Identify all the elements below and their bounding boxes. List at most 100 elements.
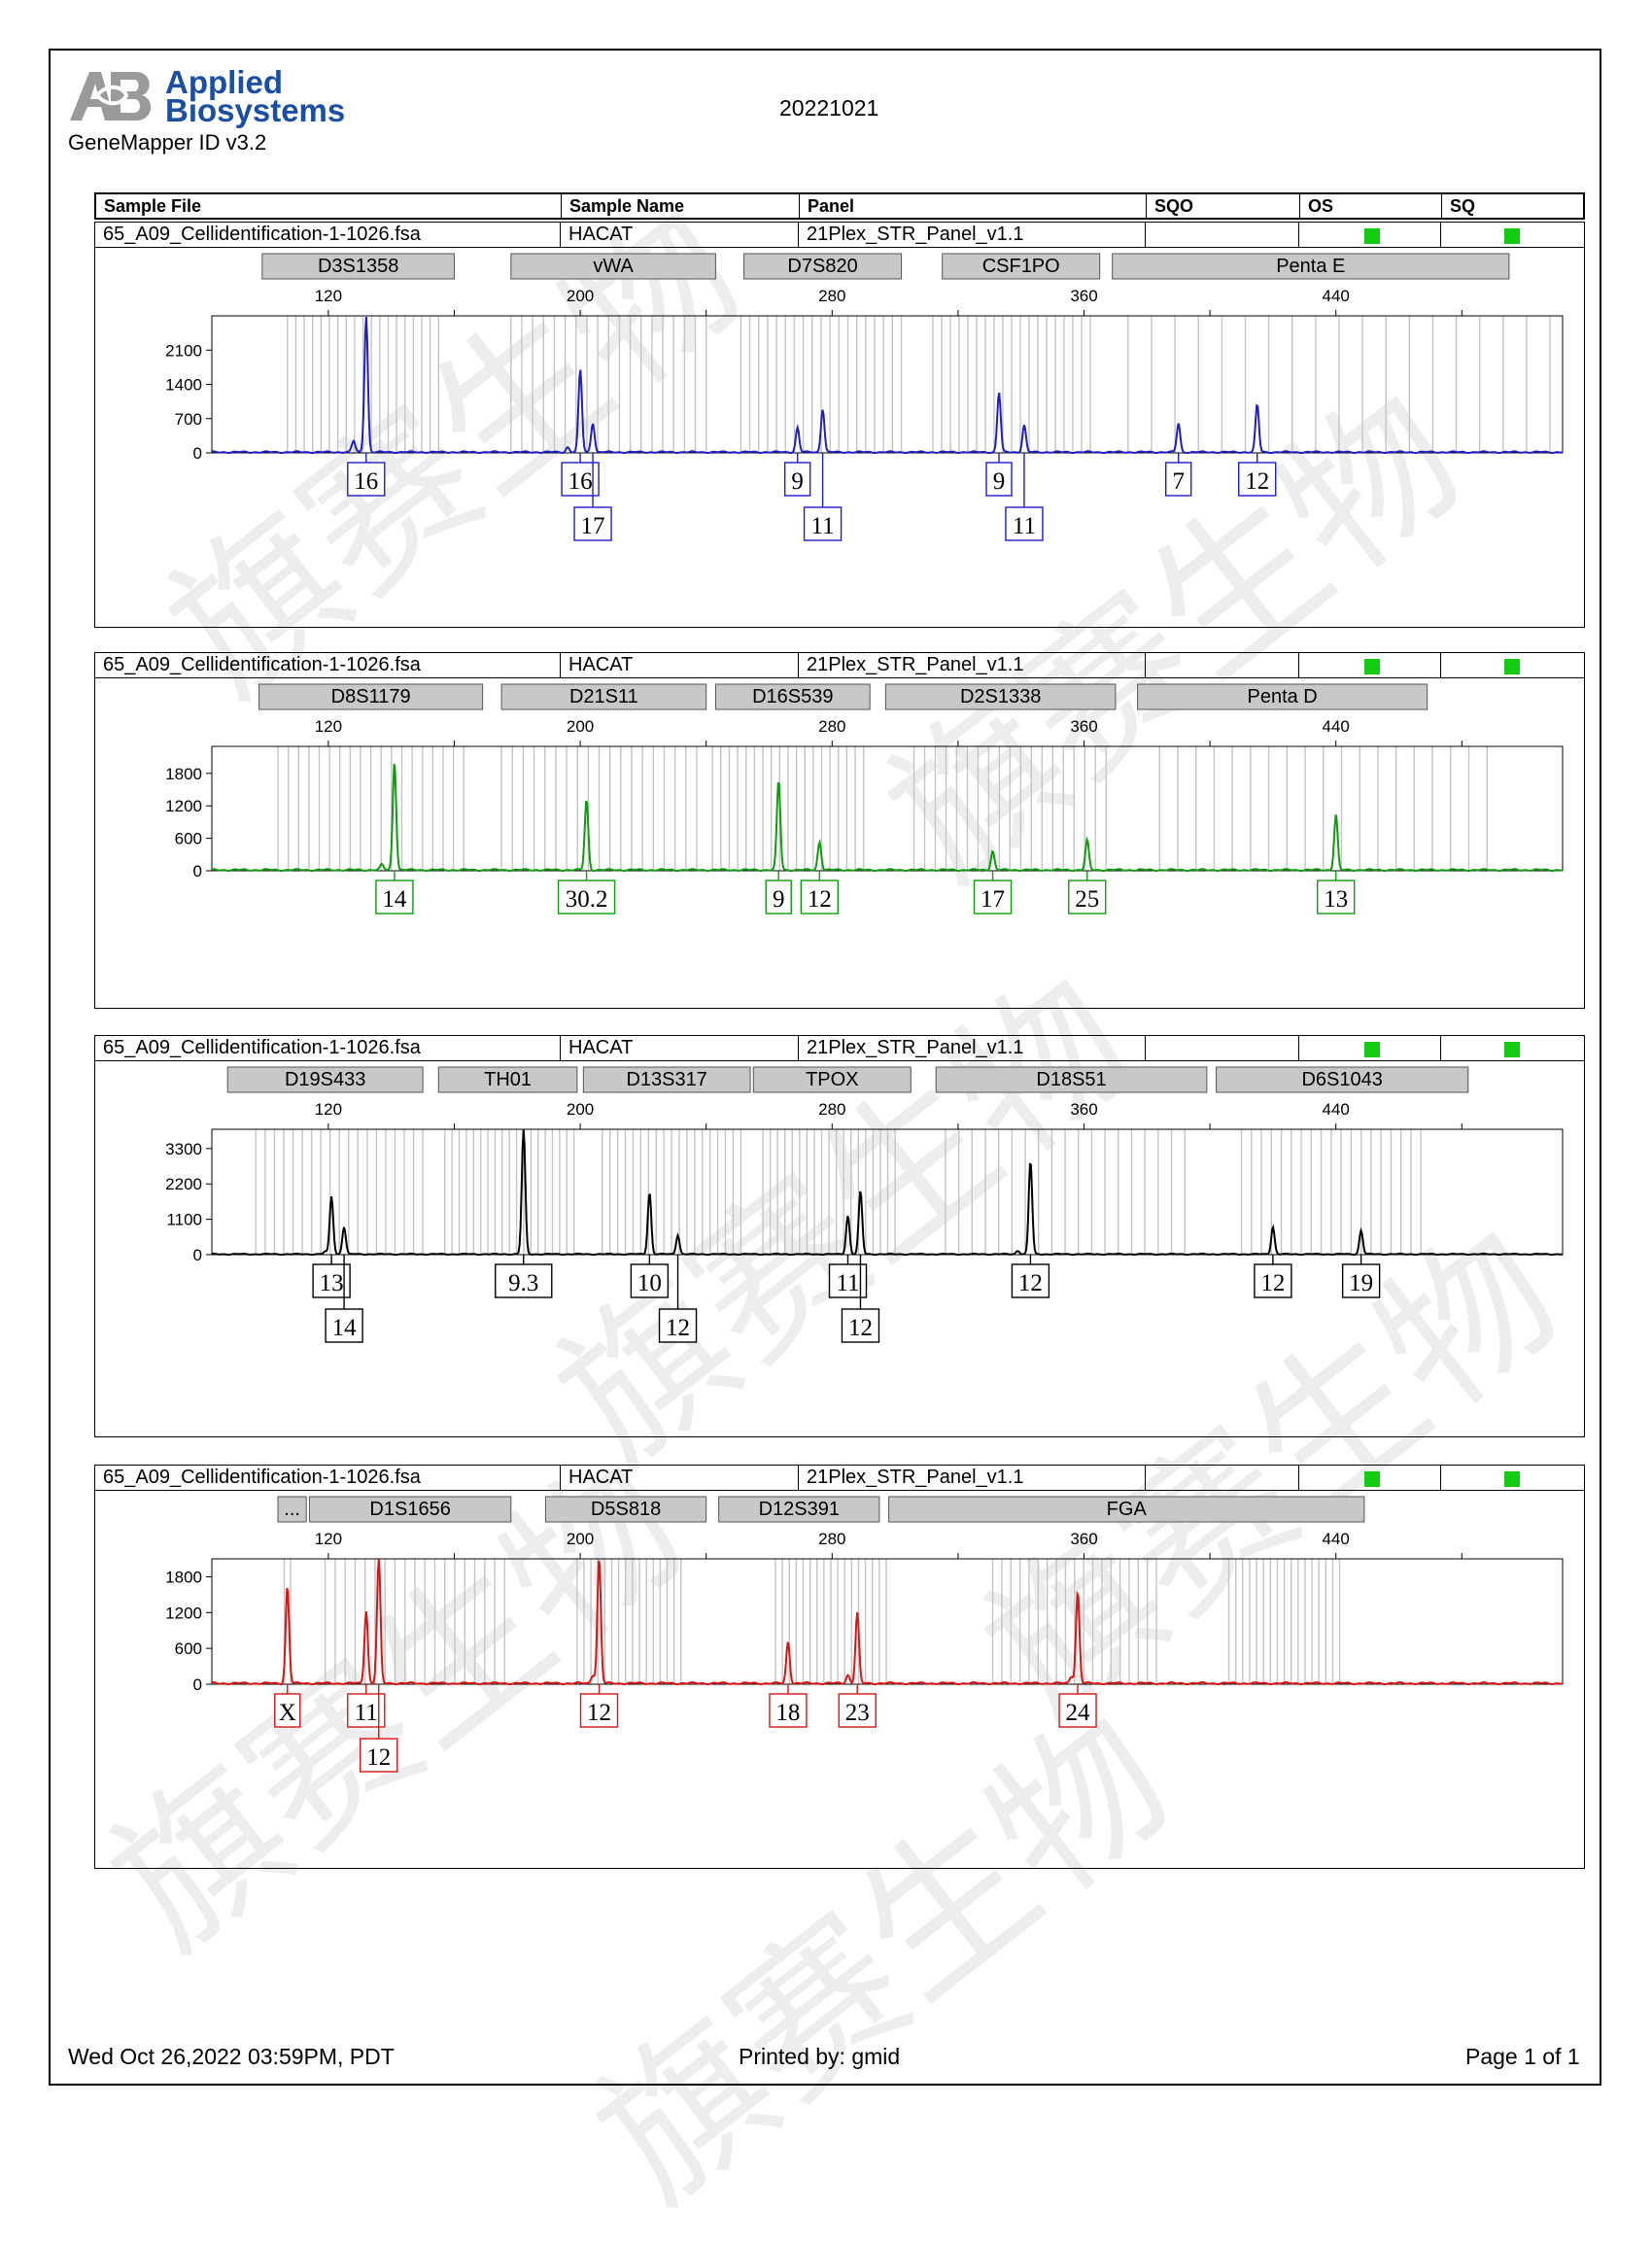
marker-box <box>743 253 903 280</box>
signal-trace <box>211 317 1564 455</box>
allele-label: 23 <box>845 1700 870 1726</box>
marker-d1s1656: D1S1656 <box>308 1496 512 1523</box>
marker-box <box>510 253 716 280</box>
x-tick-label: 360 <box>1070 287 1097 305</box>
allele-box <box>1068 880 1107 915</box>
bin-region <box>277 746 465 871</box>
allele-call: 12 <box>658 1255 698 1343</box>
electropherogram-panel: 65_A09_Cellidentification-1-1026.fsa HACA… <box>94 1465 1585 1869</box>
x-tick-label: 360 <box>1070 717 1097 736</box>
x-tick-label: 120 <box>315 1100 342 1119</box>
allele-label: 19 <box>1349 1270 1373 1296</box>
y-tick-label: 3300 <box>165 1140 202 1158</box>
allele-call: 14 <box>375 871 414 915</box>
marker-d16s539: D16S539 <box>714 683 871 710</box>
allele-box <box>1058 1693 1097 1728</box>
plot-area <box>211 745 1564 872</box>
allele-label: 9.3 <box>508 1270 538 1296</box>
allele-box <box>325 1308 363 1343</box>
electropherogram-panel: 65_A09_Cellidentification-1-1026.fsa HACA… <box>94 652 1585 1009</box>
marker-box <box>718 1496 880 1523</box>
marker--: ... <box>277 1496 307 1523</box>
allele-label: 12 <box>1245 468 1269 495</box>
marker-label: D7S820 <box>787 256 857 277</box>
bin-region <box>1127 316 1551 453</box>
allele-box <box>1341 1263 1381 1298</box>
marker-label: D16S539 <box>752 686 833 708</box>
x-tick-label: 200 <box>567 1100 594 1119</box>
allele-label: 11 <box>811 513 835 539</box>
marker-tpox: TPOX <box>752 1066 912 1093</box>
y-tick-label: 1200 <box>165 1604 202 1622</box>
electropherogram-panel: 65_A09_Cellidentification-1-1026.fsa HACA… <box>94 222 1585 628</box>
marker-box <box>437 1066 578 1093</box>
x-tick-label: 440 <box>1323 717 1350 736</box>
allele-box <box>800 880 840 915</box>
marker-fga: FGA <box>888 1496 1365 1523</box>
marker-box <box>888 1496 1365 1523</box>
allele-box <box>347 462 386 497</box>
y-tick-label: 1200 <box>165 797 202 815</box>
sample-file: 65_A09_Cellidentification-1-1026.fsa <box>103 1037 421 1058</box>
sample-name: HACAT <box>560 1466 798 1490</box>
allele-call: 16 <box>347 453 386 497</box>
allele-box <box>495 1263 553 1298</box>
marker-label: D1S1656 <box>369 1499 450 1520</box>
allele-call: 12 <box>841 1255 880 1343</box>
y-tick-label: 1800 <box>165 1568 202 1586</box>
allele-call: 9.3 <box>495 1255 553 1298</box>
allele-box <box>803 506 843 541</box>
sq-cell <box>1440 223 1584 247</box>
allele-label: 12 <box>1260 1270 1285 1296</box>
allele-call: 17 <box>973 871 1013 915</box>
printed-by: Printed by: gmid <box>739 2044 901 2069</box>
y-tick-label: 2200 <box>165 1175 202 1193</box>
table-header-row: Sample File Sample Name Panel SQO OS SQ <box>94 192 1585 220</box>
y-tick-label: 600 <box>175 1640 202 1658</box>
os-cell <box>1298 1466 1440 1490</box>
y-tick-label: 0 <box>193 1675 202 1694</box>
marker-box <box>714 683 871 710</box>
x-tick-label: 200 <box>567 287 594 305</box>
bin-region <box>1158 746 1488 871</box>
allele-box <box>985 462 1013 497</box>
allele-call: 19 <box>1341 1255 1381 1298</box>
x-tick-label: 280 <box>818 1100 845 1119</box>
allele-call: 23 <box>838 1684 877 1728</box>
sample-name: HACAT <box>560 223 798 247</box>
allele-call: 12 <box>1238 453 1277 497</box>
bin-region <box>774 1559 887 1684</box>
allele-box <box>973 880 1013 915</box>
os-cell <box>1298 1036 1440 1060</box>
bin-region <box>287 316 439 453</box>
allele-box <box>1317 880 1356 915</box>
marker-box <box>308 1496 512 1523</box>
allele-box <box>274 1693 301 1728</box>
app-version: GeneMapper ID v3.2 <box>68 130 267 155</box>
allele-box <box>658 1308 698 1343</box>
marker-label: TH01 <box>484 1069 532 1090</box>
allele-box <box>360 1738 398 1773</box>
allele-label: 24 <box>1066 1700 1091 1726</box>
marker-label: D6S1043 <box>1301 1069 1382 1090</box>
sqo-cell <box>1145 223 1298 247</box>
column-header-panel: Panel <box>799 194 1146 218</box>
logo-text: Biosystems <box>165 92 346 128</box>
sample-info-row: 65_A09_Cellidentification-1-1026.fsa HACA… <box>95 1466 1584 1491</box>
allele-label: 25 <box>1075 886 1099 913</box>
allele-label: 12 <box>666 1315 690 1341</box>
allele-call: X <box>274 1684 301 1728</box>
x-tick-label: 120 <box>315 287 342 305</box>
marker-penta-d: Penta D <box>1137 683 1428 710</box>
allele-label: 10 <box>637 1270 662 1296</box>
marker-d5s818: D5S818 <box>544 1496 707 1523</box>
plot-area <box>211 315 1564 454</box>
marker-d7s820: D7S820 <box>743 253 903 280</box>
x-tick-label: 440 <box>1323 1530 1350 1548</box>
marker-box <box>1216 1066 1469 1093</box>
bin-region <box>1227 1559 1341 1684</box>
panel-name: 21Plex_STR_Panel_v1.1 <box>798 1466 1145 1490</box>
marker-box <box>752 1066 912 1093</box>
